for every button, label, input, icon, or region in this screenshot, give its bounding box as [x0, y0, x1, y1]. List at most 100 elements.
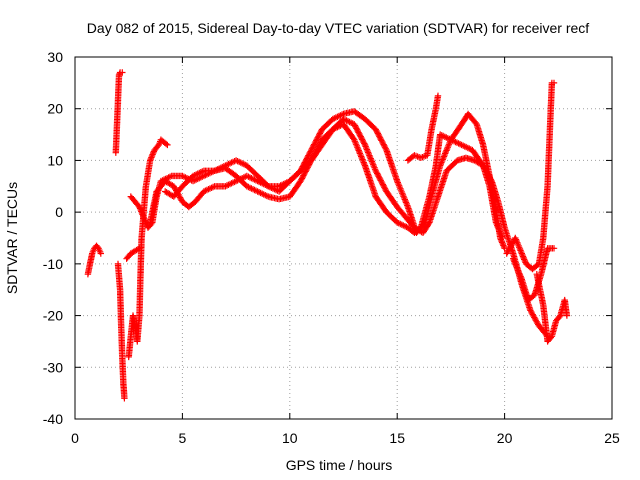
data-point-marker: [312, 149, 319, 156]
data-point-marker: [374, 130, 382, 137]
data-point-marker: [507, 243, 514, 250]
data-point-marker: [298, 175, 306, 182]
data-point-marker: [401, 223, 409, 230]
x-tick-label: 5: [179, 430, 187, 446]
data-point-marker: [246, 174, 254, 181]
data-point-marker: [563, 312, 571, 319]
data-point-marker: [176, 193, 183, 200]
data-point-marker: [228, 159, 235, 166]
data-point-marker: [506, 244, 514, 252]
data-point-marker: [182, 174, 189, 181]
y-tick-label: 10: [47, 152, 63, 168]
data-point-marker: [200, 188, 208, 195]
data-point-marker: [514, 267, 522, 274]
data-point-marker: [268, 184, 275, 191]
data-point-marker: [516, 271, 524, 279]
data-point-marker: [240, 160, 247, 168]
data-point-marker: [329, 126, 336, 133]
data-point-marker: [317, 139, 324, 146]
data-point-marker: [119, 69, 126, 76]
data-point-marker: [515, 242, 522, 249]
data-point-marker: [299, 173, 306, 181]
data-point-marker: [193, 171, 200, 178]
data-point-marker: [547, 334, 554, 341]
data-point-marker: [394, 219, 401, 226]
data-point-marker: [531, 314, 538, 321]
data-point-marker: [348, 119, 355, 126]
data-point-marker: [255, 178, 263, 186]
data-point-marker: [263, 192, 270, 200]
data-point-marker: [550, 79, 558, 87]
data-point-marker: [226, 160, 234, 167]
data-point-marker: [262, 192, 269, 199]
data-point-marker: [391, 170, 398, 177]
data-point-marker: [402, 199, 410, 206]
data-point-marker: [440, 154, 447, 162]
data-point-marker: [338, 111, 346, 118]
data-point-marker: [263, 182, 270, 189]
data-point-marker: [344, 118, 352, 125]
data-point-marker: [97, 250, 104, 257]
data-point-marker: [378, 137, 385, 144]
data-point-marker: [164, 141, 171, 149]
data-point-marker: [208, 184, 215, 191]
data-point-marker: [372, 126, 379, 133]
data-point-marker: [396, 184, 403, 191]
data-point-marker: [209, 183, 217, 191]
data-point-marker: [514, 239, 521, 246]
data-point-marker: [354, 127, 361, 135]
data-point-marker: [521, 256, 528, 263]
data-point-marker: [353, 126, 361, 133]
series-track-e: [125, 136, 171, 361]
data-point-marker: [443, 134, 450, 141]
data-point-marker: [317, 129, 324, 136]
data-point-marker: [271, 186, 278, 193]
data-point-marker: [309, 154, 316, 161]
data-point-marker: [456, 141, 464, 148]
data-point-marker: [381, 184, 388, 191]
y-tick-label: -20: [43, 308, 63, 324]
data-point-marker: [304, 153, 311, 161]
data-point-marker: [331, 115, 338, 122]
data-point-marker: [368, 183, 376, 190]
data-point-marker: [343, 117, 350, 124]
data-point-marker: [381, 142, 388, 150]
data-point-marker: [245, 173, 252, 180]
data-point-marker: [249, 186, 257, 193]
data-point-marker: [512, 261, 519, 268]
series-track-b: [112, 69, 126, 156]
data-point-marker: [520, 254, 527, 262]
data-point-marker: [307, 158, 314, 165]
data-point-marker: [358, 154, 365, 162]
series-track-k: [510, 245, 558, 304]
data-point-marker: [335, 123, 343, 130]
data-point-marker: [313, 147, 320, 154]
data-point-marker: [397, 220, 404, 228]
data-point-marker: [464, 144, 471, 152]
data-point-marker: [307, 148, 314, 155]
data-point-marker: [461, 143, 468, 150]
data-point-marker: [150, 149, 157, 157]
data-point-marker: [517, 248, 525, 256]
y-tick-label: 0: [55, 204, 63, 220]
data-point-marker: [425, 220, 432, 227]
data-point-marker: [136, 203, 143, 211]
y-tick-label: 20: [47, 101, 63, 117]
data-point-marker: [450, 138, 458, 145]
series-track-i: [404, 92, 442, 164]
data-point-marker: [376, 133, 383, 140]
data-point-marker: [316, 140, 324, 148]
data-point-marker: [176, 194, 184, 201]
data-point-marker: [334, 124, 341, 131]
data-point-marker: [165, 174, 172, 181]
data-point-marker: [550, 245, 558, 252]
y-tick-label: 30: [47, 49, 63, 65]
data-point-marker: [455, 140, 462, 147]
data-point-marker: [222, 183, 229, 190]
data-point-marker: [311, 140, 319, 147]
data-point-marker: [556, 313, 563, 321]
data-point-marker: [531, 315, 539, 323]
data-point-marker: [444, 144, 451, 151]
data-point-marker: [246, 184, 254, 191]
data-points: [84, 69, 571, 402]
